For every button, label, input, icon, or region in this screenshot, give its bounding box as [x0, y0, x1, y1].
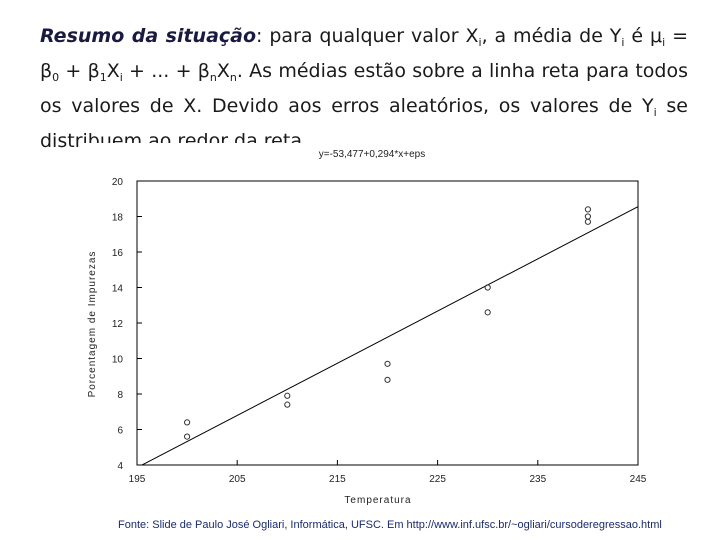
x-tick-label: 205 — [229, 474, 246, 485]
y-axis-label: Porcentagem de Impurezas — [87, 251, 98, 398]
text-segment: é — [624, 25, 650, 47]
text-segment: + — [59, 60, 88, 82]
text-segment: β — [197, 60, 210, 82]
text-segment: n — [209, 71, 217, 84]
point — [484, 284, 491, 291]
text-segment: + ... + — [122, 60, 198, 82]
paragraph: Resumo da situação: para qualquer valor … — [40, 22, 688, 156]
y-tick-label: 20 — [112, 177, 124, 188]
point — [184, 419, 191, 426]
x-tick-label: 225 — [429, 474, 446, 485]
point — [584, 218, 591, 225]
chart: y=-53,477+0,294*x+eps Temperatura Porcen… — [80, 143, 662, 516]
text-segment: β — [40, 60, 53, 82]
text-segment: i — [621, 36, 625, 49]
point — [484, 309, 491, 316]
text-segment: X — [106, 60, 120, 82]
text-segment: n — [229, 71, 237, 84]
chart-background — [80, 143, 662, 516]
point — [584, 206, 591, 213]
text-segment: β — [87, 60, 100, 82]
point — [384, 360, 391, 367]
fit-line — [140, 206, 638, 465]
point — [284, 401, 291, 408]
y-tick-label: 6 — [117, 426, 123, 437]
y-tick-label: 10 — [112, 355, 124, 366]
text-segment: μ — [650, 25, 663, 47]
text-segment: , a média de Y — [481, 25, 622, 47]
point — [384, 376, 391, 383]
text-segment: . As médias estão sobre a linha reta par… — [40, 60, 689, 117]
x-tick-label: 195 — [129, 474, 146, 485]
text-segment: i — [662, 36, 666, 49]
text-segment: Resumo da situação — [40, 25, 257, 47]
point — [184, 433, 191, 440]
text-segment: 1 — [99, 71, 107, 84]
text-segment: = — [665, 25, 688, 47]
y-tick-label: 18 — [112, 213, 124, 224]
source: Fonte: Slide de Paulo José Ogliari, Info… — [118, 519, 662, 531]
y-tick-label: 8 — [117, 390, 123, 401]
y-tick-label: 12 — [112, 319, 124, 330]
text-segment: : para qualquer valor X — [256, 25, 479, 47]
text-segment: i — [119, 71, 123, 84]
text-segment: 0 — [52, 71, 60, 84]
y-tick-label: 16 — [112, 248, 124, 259]
y-tick-label: 14 — [112, 284, 124, 295]
x-tick-label: 235 — [529, 474, 546, 485]
x-axis-label: Temperatura — [344, 495, 411, 506]
y-tick-label: 4 — [117, 461, 123, 472]
point — [284, 392, 291, 399]
chart-title: y=-53,477+0,294*x+eps — [319, 149, 425, 160]
x-tick-label: 215 — [329, 474, 346, 485]
text-segment: i — [478, 36, 482, 49]
text-segment: X — [216, 60, 230, 82]
x-tick-label: 245 — [630, 474, 647, 485]
text-segment: i — [653, 106, 657, 119]
